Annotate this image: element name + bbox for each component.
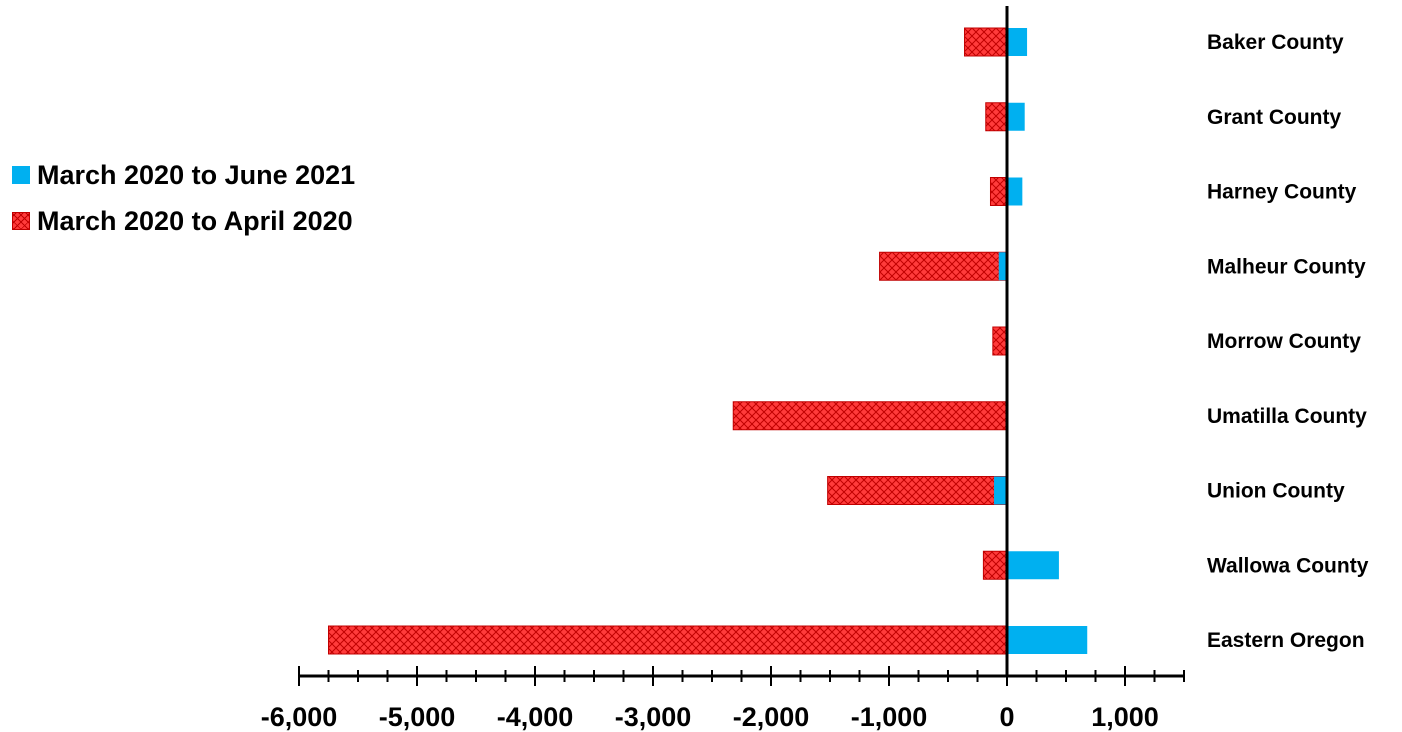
legend: March 2020 to June 2021 March 2020 to Ap… (12, 152, 355, 244)
category-label-5: Umatilla County (1207, 405, 1367, 428)
legend-item-june: March 2020 to June 2021 (12, 152, 355, 198)
bar-april-3 (879, 251, 1008, 281)
category-label-0: Baker County (1207, 31, 1344, 54)
tick-label-0: -6,000 (261, 702, 338, 732)
legend-label-april: March 2020 to April 2020 (37, 205, 353, 236)
category-label-1: Grant County (1207, 106, 1341, 129)
tick-label-2: -4,000 (497, 702, 574, 732)
category-labels: Baker County Grant County Harney County Mal… (1207, 31, 1369, 652)
tick-label-3: -3,000 (615, 702, 692, 732)
legend-swatch-june (12, 166, 30, 184)
bar-june-8 (1007, 626, 1088, 654)
tick-label-4: -2,000 (733, 702, 810, 732)
legend-swatch-april (12, 212, 30, 230)
bars-group (328, 27, 1088, 655)
category-label-2: Harney County (1207, 181, 1357, 204)
tick-label-7: 1,000 (1091, 702, 1159, 732)
category-label-7: Wallowa County (1207, 554, 1369, 577)
bar-june-0 (1007, 28, 1028, 56)
bar-april-1 (985, 102, 1008, 132)
axes-group (298, 6, 1185, 686)
category-label-4: Morrow County (1207, 330, 1361, 353)
bar-april-0 (964, 27, 1008, 57)
bar-april-6 (827, 476, 1008, 505)
bar-april-8 (328, 625, 1008, 655)
category-label-3: Malheur County (1207, 255, 1366, 278)
tick-label-5: -1,000 (851, 702, 928, 732)
bar-june-3 (998, 252, 1007, 281)
legend-label-june: March 2020 to June 2021 (37, 159, 356, 190)
bar-april-7 (982, 550, 1008, 580)
bar-june-2 (1007, 177, 1023, 206)
tick-label-6: 0 (999, 702, 1014, 732)
bar-june-6 (994, 476, 1007, 505)
bar-june-1 (1007, 102, 1025, 131)
tick-label-1: -5,000 (379, 702, 456, 732)
category-label-6: Union County (1207, 480, 1345, 503)
bar-april-2 (989, 177, 1008, 206)
legend-item-april: March 2020 to April 2020 (12, 198, 355, 244)
bar-april-5 (732, 401, 1008, 431)
bar-april-4 (992, 326, 1008, 356)
category-label-8: Eastern Oregon (1207, 629, 1365, 652)
bar-june-7 (1007, 551, 1059, 580)
tick-labels: -6,000 -5,000 -4,000 -3,000 -2,000 -1,000 0 1,0… (261, 702, 1159, 732)
